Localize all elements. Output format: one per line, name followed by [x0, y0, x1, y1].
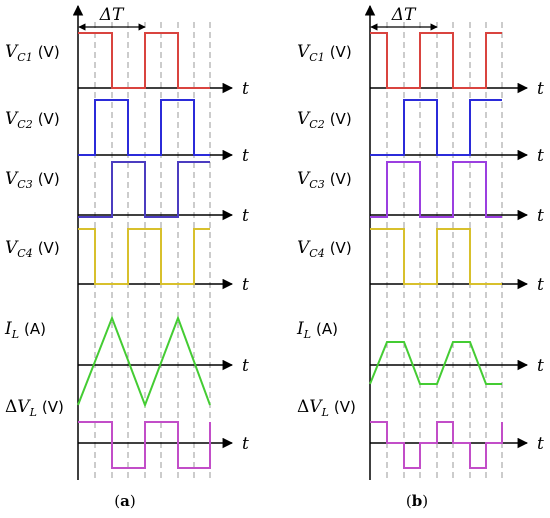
waveform-i-l	[369, 341, 502, 385]
time-axis-label: t	[537, 79, 544, 99]
waveform-i-l	[77, 315, 211, 408]
signal-label-var: V	[297, 238, 311, 258]
signal-label-unit: (V)	[38, 110, 60, 128]
signal-label-sub: C1	[17, 51, 32, 64]
signal-label-unit: (A)	[24, 320, 46, 338]
delta-t-label: ΔT	[99, 5, 125, 25]
signal-label-unit: (V)	[42, 398, 64, 416]
time-axis-label: t	[537, 275, 544, 295]
signal-label-var: I	[296, 319, 304, 339]
signal-label-sub: L	[29, 406, 37, 419]
time-axis-label: t	[242, 146, 249, 166]
signal-label: VC3 (V)	[5, 169, 60, 191]
signal-label-var: V	[297, 42, 311, 62]
signal-label-var: V	[5, 42, 19, 62]
signal-label: VC4 (V)	[5, 238, 60, 260]
caption-open: (	[114, 492, 120, 510]
caption-letter: b	[412, 492, 423, 510]
delta-t-label: ΔT	[391, 5, 417, 25]
signal-label: IL (A)	[4, 319, 46, 341]
waveform-v-c3	[370, 161, 502, 218]
signal-label-sub: C1	[309, 51, 324, 64]
signal-label-unit: (V)	[330, 170, 352, 188]
panel-caption: (b)	[406, 492, 428, 510]
waveform-v-l	[78, 421, 211, 469]
signal-label-sub: C4	[309, 247, 324, 260]
signal-label-sub: L	[303, 328, 311, 341]
signal-label-unit: (V)	[38, 170, 60, 188]
signal-label: VC3 (V)	[297, 169, 352, 191]
signal-label-unit: (V)	[38, 239, 60, 257]
signal-label-sub: C3	[17, 178, 32, 191]
signal-label-var: V	[17, 397, 31, 417]
signal-label: ΔVL (V)	[297, 397, 356, 419]
signal-label-sub: L	[11, 328, 19, 341]
waveform-v-c2	[78, 99, 210, 156]
signal-label-sub: C3	[309, 178, 324, 191]
waveform-v-c4	[78, 228, 210, 285]
signal-label-var: V	[297, 169, 311, 189]
panel-caption: (a)	[114, 492, 135, 510]
signal-label-unit: (V)	[330, 239, 352, 257]
signal-label-var: V	[297, 109, 311, 129]
signal-label-unit: (V)	[38, 43, 60, 61]
signal-label-sub: C2	[309, 118, 324, 131]
waveform-v-c2	[370, 99, 502, 156]
waveform-v-c1	[370, 32, 502, 89]
signal-label-var: V	[5, 169, 19, 189]
waveform-v-c3	[78, 161, 210, 218]
signal-label-unit: (V)	[330, 43, 352, 61]
signal-label-prefix: Δ	[5, 397, 17, 417]
time-axis-label: t	[242, 356, 249, 376]
signal-label-unit: (V)	[334, 398, 356, 416]
signal-label-var: V	[5, 109, 19, 129]
signal-label-sub: C2	[17, 118, 32, 131]
waveform-v-c1	[78, 32, 210, 89]
time-axis-label: t	[537, 434, 544, 454]
signal-label-var: I	[4, 319, 12, 339]
caption-close: )	[422, 492, 428, 510]
time-axis-label: t	[537, 356, 544, 376]
signal-label-unit: (A)	[316, 320, 338, 338]
signal-label: IL (A)	[296, 319, 338, 341]
signal-label-sub: C4	[17, 247, 32, 260]
caption-close: )	[130, 492, 136, 510]
time-axis-label: t	[242, 79, 249, 99]
waveform-v-c4	[370, 228, 502, 285]
signal-label: ΔVL (V)	[5, 397, 64, 419]
time-axis-label: t	[242, 206, 249, 226]
signal-label-var: V	[5, 238, 19, 258]
time-axis-label: t	[242, 434, 249, 454]
time-axis-label: t	[537, 206, 544, 226]
signal-label-var: V	[309, 397, 323, 417]
time-axis-label: t	[537, 146, 544, 166]
signal-label-prefix: Δ	[297, 397, 309, 417]
time-axis-label: t	[242, 275, 249, 295]
caption-open: (	[406, 492, 412, 510]
signal-label-sub: L	[321, 406, 329, 419]
signal-label: VC1 (V)	[297, 42, 352, 64]
signal-label: VC2 (V)	[5, 109, 60, 131]
signal-label: VC4 (V)	[297, 238, 352, 260]
signal-label-unit: (V)	[330, 110, 352, 128]
signal-label: VC1 (V)	[5, 42, 60, 64]
waveform-v-l	[370, 421, 503, 469]
caption-letter: a	[120, 492, 130, 510]
signal-label: VC2 (V)	[297, 109, 352, 131]
